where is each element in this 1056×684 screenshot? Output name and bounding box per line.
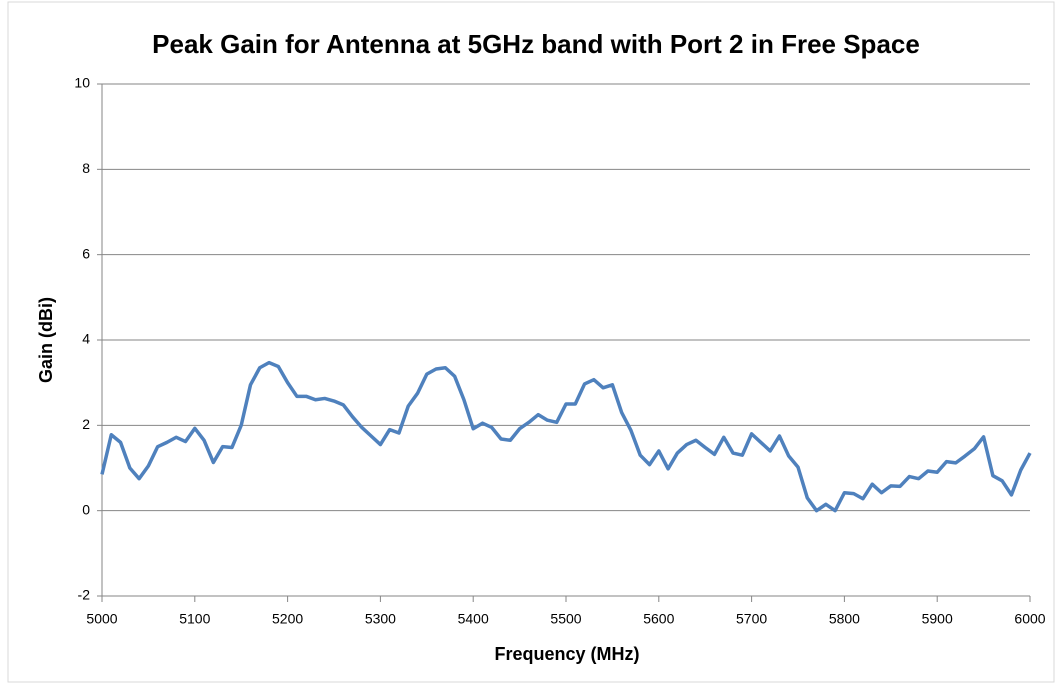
chart-title: Peak Gain for Antenna at 5GHz band with … [152, 29, 920, 59]
y-tick-label: 2 [82, 416, 90, 432]
x-tick-label: 5200 [272, 611, 303, 627]
x-tick-label: 5700 [736, 611, 767, 627]
x-axis-title: Frequency (MHz) [494, 644, 639, 664]
x-tick-label: 5400 [458, 611, 489, 627]
x-tick-label: 5000 [86, 611, 117, 627]
x-tick-label: 5900 [922, 611, 953, 627]
y-tick-label: -2 [78, 587, 91, 603]
x-tick-label: 5800 [829, 611, 860, 627]
data-line [100, 360, 1032, 513]
chart-frame [7, 1, 1055, 683]
x-tick-label: 5600 [643, 611, 674, 627]
y-tick-label: 4 [82, 331, 90, 347]
y-tick-label: 6 [82, 245, 90, 261]
x-tick-label: 5300 [365, 611, 396, 627]
x-tick-label: 6000 [1014, 611, 1045, 627]
y-axis-title: Gain (dBi) [36, 297, 56, 383]
x-tick-label: 5100 [179, 611, 210, 627]
x-tick-label: 5500 [550, 611, 581, 627]
y-tick-label: 10 [74, 75, 90, 91]
y-tick-label: 8 [82, 160, 90, 176]
y-tick-label: 0 [82, 501, 90, 517]
